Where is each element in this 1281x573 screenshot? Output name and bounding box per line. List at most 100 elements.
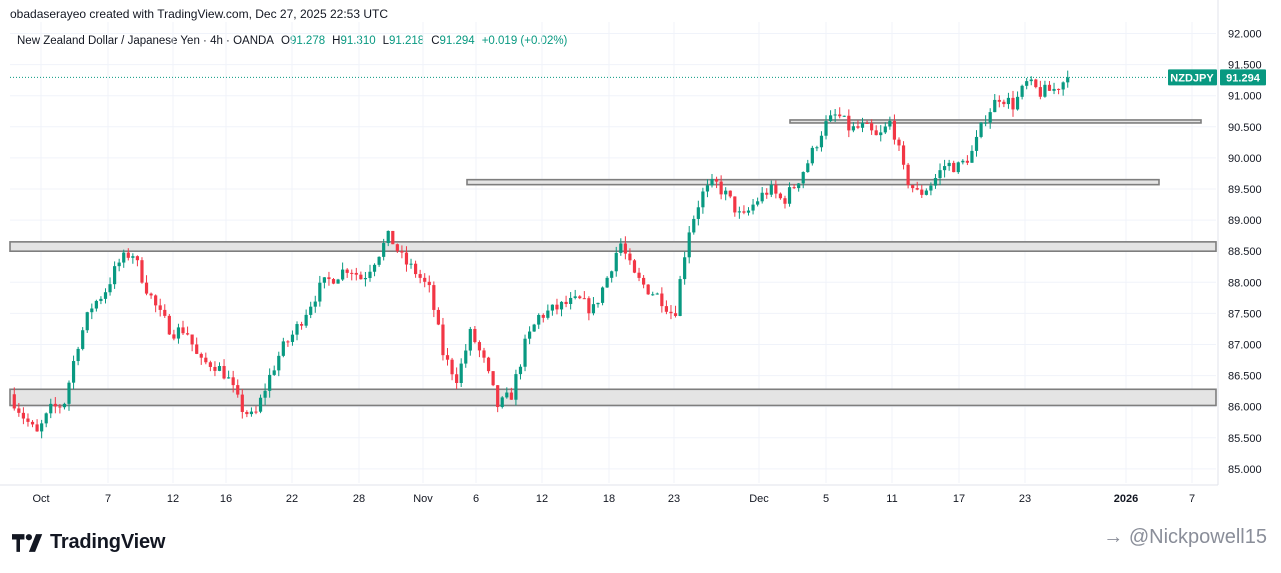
last-price-tag-bg — [1220, 69, 1266, 86]
candle-body — [67, 382, 71, 404]
candle-body — [386, 230, 390, 244]
candle-body — [17, 408, 21, 413]
candle-body — [290, 334, 295, 342]
candle-body — [21, 412, 25, 419]
y-tick-label: 86.500 — [1228, 371, 1262, 383]
candle-body — [94, 300, 98, 309]
candle-body — [473, 328, 477, 343]
y-tick-label: 87.000 — [1228, 340, 1262, 352]
candle-body — [286, 341, 290, 343]
candle-body — [874, 130, 878, 136]
candle-body — [363, 278, 368, 280]
candle-body — [49, 403, 53, 414]
tradingview-logo[interactable]: TradingView — [12, 531, 165, 554]
candle-body — [664, 306, 669, 312]
candle-body — [979, 122, 983, 137]
last-price-tag: NZDJPY 91.294 — [10, 69, 1266, 86]
candle-body — [486, 357, 491, 372]
candle-body — [427, 281, 431, 286]
x-tick-label: 7 — [105, 493, 111, 505]
candle-body — [838, 114, 842, 117]
low-label: L — [382, 35, 390, 47]
y-tick-label: 85.000 — [1228, 464, 1262, 476]
candle-body — [432, 285, 436, 310]
candle-body — [993, 99, 997, 113]
candle-body — [26, 418, 30, 422]
candle-body — [870, 123, 874, 131]
x-tick-label: Dec — [749, 493, 769, 505]
candle-body — [769, 184, 773, 195]
candle-body — [1066, 77, 1070, 83]
candle-body — [673, 313, 678, 316]
candle-body — [933, 178, 938, 186]
candle-body — [99, 298, 103, 301]
zone-box — [789, 119, 1202, 124]
candle-body — [327, 277, 331, 280]
chart-credit: obadaserayeo created with TradingView.co… — [10, 7, 388, 21]
x-tick-label: 23 — [1019, 493, 1031, 505]
candle-body — [833, 114, 837, 116]
grid — [10, 22, 1216, 483]
support-resistance-zones — [9, 119, 1217, 407]
candle-body — [810, 147, 814, 164]
candle-body — [395, 244, 399, 252]
candle-body — [204, 357, 208, 363]
y-tick-label: 91.000 — [1228, 91, 1262, 103]
change-value: +0.019 (+0.02%) — [481, 35, 568, 47]
x-tick-label: 11 — [886, 493, 897, 505]
candle-body — [117, 262, 121, 267]
y-tick-label: 91.500 — [1228, 60, 1262, 72]
candle-body — [897, 139, 901, 146]
candle-body — [742, 211, 746, 213]
candle-body — [532, 324, 536, 332]
candle-body — [222, 366, 226, 379]
candle-body — [445, 355, 450, 360]
x-tick-label: 12 — [167, 493, 179, 505]
candle-body — [578, 296, 582, 299]
candle-body — [605, 277, 609, 288]
candle-body — [509, 392, 513, 400]
candle-body — [783, 198, 787, 204]
candle-body — [879, 132, 883, 136]
candle-body — [997, 99, 1001, 102]
candle-body — [35, 424, 39, 432]
candle-body — [778, 193, 783, 199]
candle-body — [1043, 84, 1047, 97]
candle-body — [108, 284, 112, 293]
candle-body — [692, 218, 696, 233]
candle-body — [1057, 88, 1061, 90]
candle-body — [806, 163, 810, 173]
candle-body — [249, 411, 254, 415]
instrument-label[interactable]: New Zealand Dollar / Japanese Yen · 4h ·… — [17, 35, 274, 47]
candle-body — [523, 338, 527, 367]
candle-body — [199, 353, 203, 358]
zone-box — [466, 178, 1160, 186]
candle-body — [746, 210, 751, 213]
y-tick-label: 90.000 — [1228, 153, 1262, 165]
candle-body — [956, 162, 960, 173]
y-tick-label: 89.000 — [1228, 215, 1262, 227]
candle-body — [1061, 82, 1065, 90]
candle-body — [760, 192, 764, 202]
candle-body — [518, 366, 523, 375]
candle-body — [53, 403, 57, 407]
candle-body — [131, 256, 135, 258]
candle-body — [254, 411, 258, 413]
x-tick-label: 17 — [953, 493, 965, 505]
candle-body — [906, 164, 910, 186]
candle-body — [140, 260, 144, 283]
candle-body — [756, 201, 760, 205]
candle-body — [149, 293, 153, 296]
candle-body — [277, 355, 281, 371]
candle-body — [113, 266, 117, 285]
y-tick-label: 87.500 — [1228, 308, 1262, 320]
candle-body — [331, 279, 336, 284]
y-tick-label: 88.000 — [1228, 277, 1262, 289]
candle-body — [883, 126, 887, 133]
candles — [12, 70, 1070, 439]
candle-body — [496, 385, 500, 407]
candle-body — [227, 377, 231, 379]
candle-body — [632, 260, 637, 273]
candle-body — [90, 308, 94, 313]
